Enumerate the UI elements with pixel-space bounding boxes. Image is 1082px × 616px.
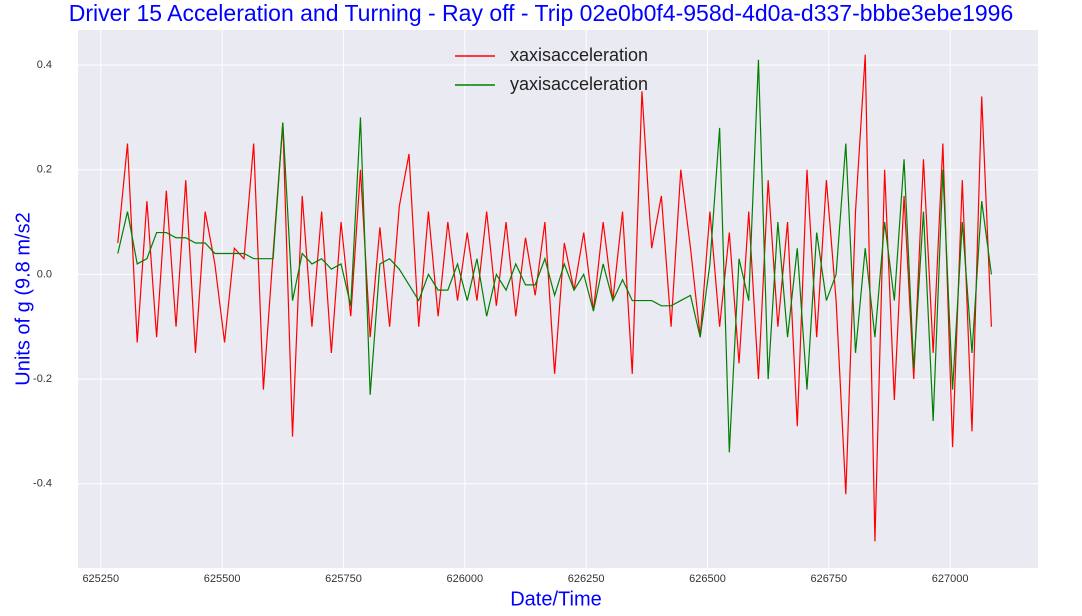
x-tick-label: 627000: [932, 573, 969, 585]
chart-title: Driver 15 Acceleration and Turning - Ray…: [69, 0, 1013, 26]
x-axis-label: Date/Time: [510, 588, 602, 610]
x-tick-label: 626750: [810, 573, 847, 585]
data-line: [117, 59, 993, 453]
y-tick-label: -0.4: [33, 478, 52, 490]
legend-label: yaxisacceleration: [510, 74, 648, 94]
y-axis-label: Units of g (9.8 m/s2: [12, 212, 34, 385]
legend-label: xaxisacceleration: [510, 45, 648, 65]
data-line: [117, 54, 993, 542]
x-tick-label: 626000: [446, 573, 483, 585]
y-tick-label: 0.4: [37, 59, 52, 71]
y-tick-label: 0.2: [37, 164, 52, 176]
x-tick-label: 625500: [204, 573, 241, 585]
x-tick-label: 626250: [568, 573, 605, 585]
x-tick-label: 625250: [82, 573, 119, 585]
x-tick-label: 625750: [325, 573, 362, 585]
y-tick-label: -0.2: [33, 373, 52, 385]
y-tick-label: 0.0: [37, 268, 52, 280]
x-tick-label: 626500: [689, 573, 726, 585]
